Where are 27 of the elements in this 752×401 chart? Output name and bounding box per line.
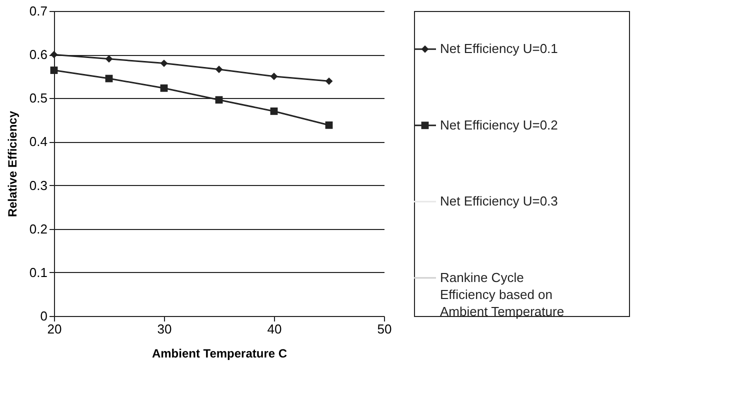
point (160, 84, 168, 92)
x-tick-label: 30 (157, 322, 172, 336)
y-tick-label: 0.5 (29, 90, 48, 106)
x-tick-label: 20 (47, 322, 62, 336)
legend-label: Net Efficiency U=0.1 (440, 41, 558, 56)
point (215, 96, 223, 104)
point (215, 66, 223, 74)
x-axis-title: Ambient Temperature C (152, 346, 288, 360)
legend-label: Rankine Cycle Efficiency based on Ambient Temperature (440, 270, 564, 319)
x-tick-label: 50 (377, 322, 392, 336)
y-tick-label: 0.4 (29, 134, 48, 150)
point (270, 72, 278, 80)
point (325, 77, 333, 85)
point (325, 121, 333, 129)
y-axis-title: Relative Efficiency (5, 110, 20, 218)
y-tick-label: 0 (40, 308, 48, 324)
y-tick-label: 0.2 (29, 221, 48, 236)
y-tick-label: 0.6 (29, 47, 48, 62)
y-tick-label: 0.1 (29, 264, 48, 280)
legend-label: Net Efficiency U=0.3 (440, 194, 558, 209)
y-tick-label: 0.3 (29, 178, 48, 193)
y-tick-label: 0.7 (29, 4, 48, 18)
point (105, 55, 113, 63)
point (270, 108, 278, 115)
x-tick-label: 40 (267, 322, 282, 336)
point (50, 66, 58, 74)
legend-label: Net Efficiency U=0.2 (440, 117, 558, 132)
